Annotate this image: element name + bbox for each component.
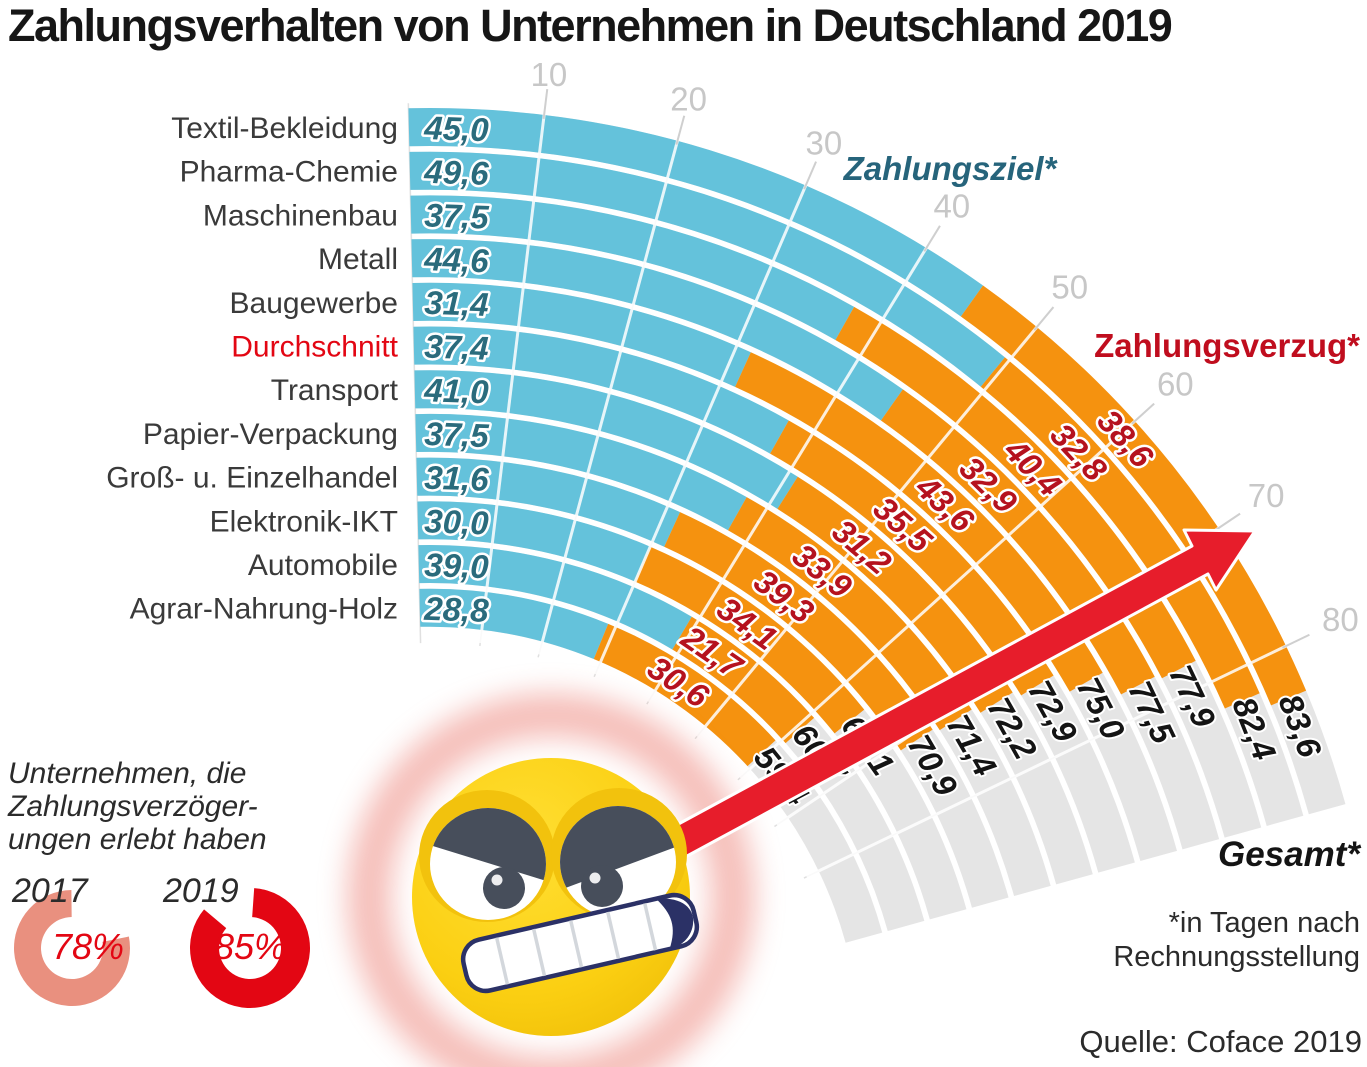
donut-charts bbox=[13, 888, 311, 1009]
row-label-9: Elektronik-IKT bbox=[210, 505, 398, 538]
band-verzug-7 bbox=[727, 497, 972, 731]
value-ziel-11: 28,8 bbox=[423, 590, 490, 629]
tick-label-40: 40 bbox=[933, 187, 970, 224]
angry-emoji bbox=[412, 758, 700, 1036]
band-verzug-1 bbox=[980, 357, 1260, 709]
tick-label-50: 50 bbox=[1051, 268, 1088, 305]
band-verzug-8 bbox=[664, 512, 933, 751]
row-label-0: Textil-Bekleidung bbox=[171, 112, 398, 145]
value-ziel-4: 31,4 bbox=[424, 284, 489, 323]
band-ziel-1 bbox=[409, 151, 1005, 387]
tick-dash-70 bbox=[1214, 512, 1241, 532]
tick-dash-80 bbox=[1281, 633, 1310, 649]
donut-year-2017: 2017 bbox=[11, 872, 89, 910]
donut-ring-2017 bbox=[13, 890, 130, 1006]
tick-dash-10 bbox=[542, 88, 549, 119]
row-label-3: Metall bbox=[318, 243, 398, 276]
tick-dash-50 bbox=[1033, 306, 1055, 331]
row-labels: Textil-Bekleidung Pharma-Chemie Maschinenb… bbox=[106, 112, 398, 626]
tick-label-10: 10 bbox=[531, 56, 568, 93]
donut-ring-2019 bbox=[190, 888, 311, 1009]
band-ziel-0 bbox=[408, 108, 984, 317]
tick-label-20: 20 bbox=[670, 80, 707, 117]
footnote-line-1: *in Tagen nach bbox=[1169, 907, 1360, 939]
value-ziel-2: 37,5 bbox=[424, 196, 490, 235]
band-ziel-7 bbox=[415, 413, 747, 531]
tick-dash-60 bbox=[1131, 402, 1155, 425]
emoji-pupil-right bbox=[581, 865, 623, 907]
value-ziel-0: 45,0 bbox=[423, 109, 490, 148]
tick-label-70: 70 bbox=[1248, 477, 1285, 514]
axis-ticks: 10 20 30 40 50 60 70 80 bbox=[531, 56, 1359, 649]
row-label-8: Groß- u. Einzelhandel bbox=[106, 462, 398, 495]
tick-gap-40 bbox=[647, 245, 929, 703]
tick-gap-50 bbox=[695, 324, 1040, 738]
trend-arrow bbox=[658, 528, 1257, 864]
page-title: Zahlungsverhalten von Unternehmen in Deu… bbox=[8, 0, 1173, 51]
tick-dash-20 bbox=[675, 115, 686, 145]
band-verzug-4 bbox=[735, 352, 1103, 692]
band-verzug-6 bbox=[777, 476, 1013, 713]
band-verzug-5 bbox=[770, 420, 1054, 696]
value-ziel-8: 31,6 bbox=[424, 459, 490, 498]
row-label-10: Automobile bbox=[248, 549, 398, 582]
emoji-glint-left bbox=[491, 874, 503, 886]
band-ziel-11 bbox=[419, 588, 609, 660]
band-ziel-3 bbox=[411, 239, 903, 421]
tick-gap-lines bbox=[478, 112, 1289, 879]
glow-halo bbox=[347, 693, 755, 1067]
legend-gesamt: Gesamt* bbox=[1218, 835, 1361, 874]
band-ziel-8 bbox=[416, 457, 681, 547]
donut-pct-2017: 78% bbox=[52, 926, 124, 967]
tick-gap-10 bbox=[478, 112, 546, 644]
tick-label-60: 60 bbox=[1157, 366, 1194, 403]
band-verzug-11 bbox=[593, 623, 776, 767]
tick-gap-80 bbox=[805, 643, 1289, 879]
row-label-7: Papier-Verpackung bbox=[143, 418, 398, 451]
band-verzug-0 bbox=[960, 285, 1307, 706]
value-ziel-6: 41,0 bbox=[423, 371, 490, 410]
tick-gap-30 bbox=[593, 183, 808, 675]
band-ziel-9 bbox=[417, 501, 651, 582]
emoji-pupil-left bbox=[483, 867, 525, 909]
row-label-11: Agrar-Nahrung-Holz bbox=[130, 593, 398, 626]
band-ziel-2 bbox=[410, 195, 855, 340]
value-ziel-1: 49,6 bbox=[423, 153, 490, 192]
donut-pct-2019: 85% bbox=[214, 926, 286, 967]
row-label-5: Durchschnitt bbox=[231, 331, 398, 364]
tick-dash-30 bbox=[803, 161, 817, 190]
row-label-2: Maschinenbau bbox=[203, 199, 398, 232]
panel-line-1: Unternehmen, die bbox=[8, 757, 246, 790]
emoji-mouth bbox=[460, 892, 700, 994]
value-ziel-3: 44,6 bbox=[423, 240, 490, 279]
tick-label-30: 30 bbox=[806, 124, 843, 161]
tick-dash-40 bbox=[923, 225, 941, 252]
tick-gap-20 bbox=[537, 138, 680, 655]
footnote-line-2: Rechnungsstellung bbox=[1113, 941, 1360, 973]
emoji-glint-right bbox=[589, 872, 601, 884]
legend-zahlungsverzug: Zahlungsverzug* bbox=[1094, 327, 1360, 364]
tick-gap-60 bbox=[739, 418, 1138, 779]
value-ziel-9: 30,0 bbox=[424, 502, 490, 541]
gridline-0 bbox=[407, 103, 422, 644]
panel-line-3: ungen erlebt haben bbox=[8, 823, 267, 856]
band-ziel-5 bbox=[413, 326, 789, 454]
band-ziel-4 bbox=[412, 282, 751, 387]
ring-bands bbox=[408, 108, 1346, 943]
panel-line-2: Zahlungsverzöger- bbox=[7, 790, 258, 823]
value-ziel-10: 39,0 bbox=[424, 546, 490, 585]
donut-year-2019: 2019 bbox=[162, 872, 239, 910]
value-ziel-5: 37,4 bbox=[424, 328, 489, 367]
value-ziel-7: 37,5 bbox=[424, 415, 490, 454]
legend-zahlungsziel: Zahlungsziel* bbox=[843, 150, 1059, 187]
source-credit: Quelle: Coface 2019 bbox=[1079, 1024, 1362, 1059]
tick-label-80: 80 bbox=[1322, 601, 1359, 638]
band-verzug-9 bbox=[635, 546, 865, 734]
band-verzug-2 bbox=[835, 306, 1196, 679]
row-label-4: Baugewerbe bbox=[230, 287, 398, 320]
row-label-1: Pharma-Chemie bbox=[180, 156, 398, 189]
row-label-6: Transport bbox=[271, 374, 399, 407]
